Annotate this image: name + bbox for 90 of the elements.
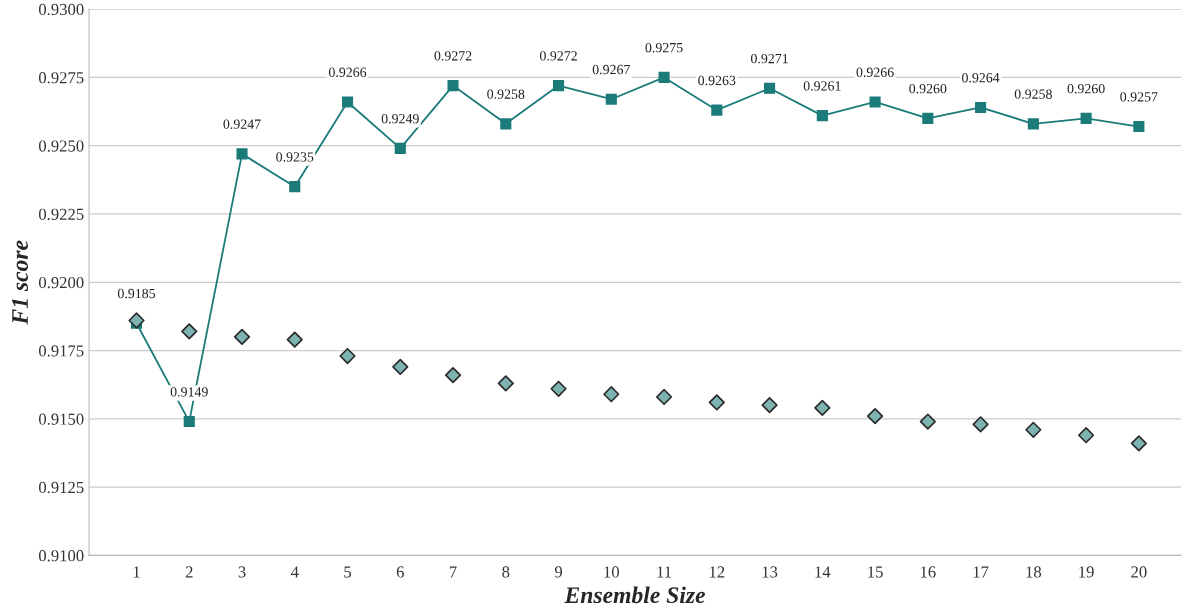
y-tick-label: 0.9125 <box>38 481 84 494</box>
data-label: 0.9235 <box>276 152 314 162</box>
point <box>972 416 989 433</box>
y-axis-title: F1 score <box>12 240 28 325</box>
y-tick-label: 0.9225 <box>38 208 84 220</box>
point <box>447 80 459 92</box>
point <box>289 181 301 193</box>
data-label: 0.9260 <box>1067 83 1105 94</box>
point <box>603 386 620 403</box>
point <box>1027 118 1039 130</box>
y-tick-label: 0.9250 <box>38 140 84 152</box>
data-label: 0.9247 <box>223 119 261 129</box>
point <box>392 358 409 376</box>
data-label: 0.9258 <box>487 89 525 99</box>
point <box>181 323 198 340</box>
point <box>761 397 778 414</box>
x-tick-label: 2 <box>185 566 193 578</box>
data-label: 0.9258 <box>1014 89 1052 99</box>
x-tick-label: 12 <box>709 566 725 578</box>
y-tick-label: 0.9275 <box>38 72 84 84</box>
point <box>816 110 828 122</box>
point <box>869 96 881 108</box>
x-tick-label: 7 <box>449 566 457 578</box>
point <box>655 388 673 406</box>
point <box>605 93 617 105</box>
y-tick-label: 0.9175 <box>38 345 84 357</box>
y-tick-label: 0.9150 <box>38 413 84 425</box>
x-tick-label: 19 <box>1079 566 1094 578</box>
point <box>1080 112 1092 124</box>
point <box>975 101 987 113</box>
point <box>1130 435 1147 452</box>
point <box>497 375 514 392</box>
point <box>341 96 354 108</box>
x-tick-label: 8 <box>502 566 510 578</box>
x-tick-label: 5 <box>344 566 352 578</box>
x-axis-title: Ensemble Size <box>564 586 706 604</box>
point <box>128 312 145 329</box>
x-tick-label: 13 <box>762 566 778 578</box>
point <box>814 399 831 417</box>
point <box>658 71 670 83</box>
data-label: 0.9266 <box>856 67 894 77</box>
x-tick-label: 14 <box>815 566 831 578</box>
point <box>183 416 195 428</box>
point <box>919 413 936 430</box>
data-label: 0.9264 <box>962 73 1000 83</box>
x-tick-label: 15 <box>868 566 883 578</box>
x-tick-label: 1 <box>133 566 140 578</box>
x-tick-label: 17 <box>973 566 989 578</box>
data-label: 0.9263 <box>698 75 736 86</box>
point <box>286 331 303 348</box>
data-label: 0.9249 <box>381 114 419 124</box>
point <box>552 80 565 92</box>
x-tick-label: 6 <box>396 566 404 578</box>
data-label: 0.9267 <box>592 64 630 75</box>
point <box>444 367 462 384</box>
data-label: 0.9272 <box>434 51 472 61</box>
data-label: 0.9185 <box>117 288 156 299</box>
point <box>1025 421 1042 438</box>
data-label: 0.9275 <box>645 42 683 53</box>
point <box>711 104 723 116</box>
x-tick-label: 16 <box>920 566 936 578</box>
x-tick-label: 20 <box>1131 566 1147 578</box>
point <box>500 118 512 130</box>
point <box>236 148 248 160</box>
x-tick-label: 4 <box>290 566 299 578</box>
x-tick-label: 3 <box>238 566 246 578</box>
point <box>394 142 406 154</box>
data-label: 0.9271 <box>751 53 788 64</box>
point <box>1133 121 1145 133</box>
point <box>1077 427 1095 444</box>
point <box>764 82 776 94</box>
data-label: 0.9257 <box>1120 92 1158 102</box>
point <box>233 328 251 346</box>
point <box>866 407 884 425</box>
x-tick-label: 10 <box>604 566 619 578</box>
point <box>708 394 725 411</box>
x-tick-label: 9 <box>554 566 563 578</box>
point <box>922 112 934 124</box>
y-tick-label: 0.9200 <box>38 276 84 289</box>
x-tick-label: 11 <box>657 566 672 578</box>
data-label: 0.9260 <box>909 83 947 94</box>
y-tick-label: 0.9100 <box>38 550 84 562</box>
x-tick-label: 18 <box>1026 566 1042 578</box>
point <box>550 380 567 397</box>
point <box>339 347 356 365</box>
y-tick-label: 0.9300 <box>38 3 84 16</box>
data-label: 0.9149 <box>170 387 208 397</box>
data-label: 0.9261 <box>803 81 841 91</box>
data-label: 0.9266 <box>328 67 367 77</box>
data-label: 0.9272 <box>539 51 577 61</box>
